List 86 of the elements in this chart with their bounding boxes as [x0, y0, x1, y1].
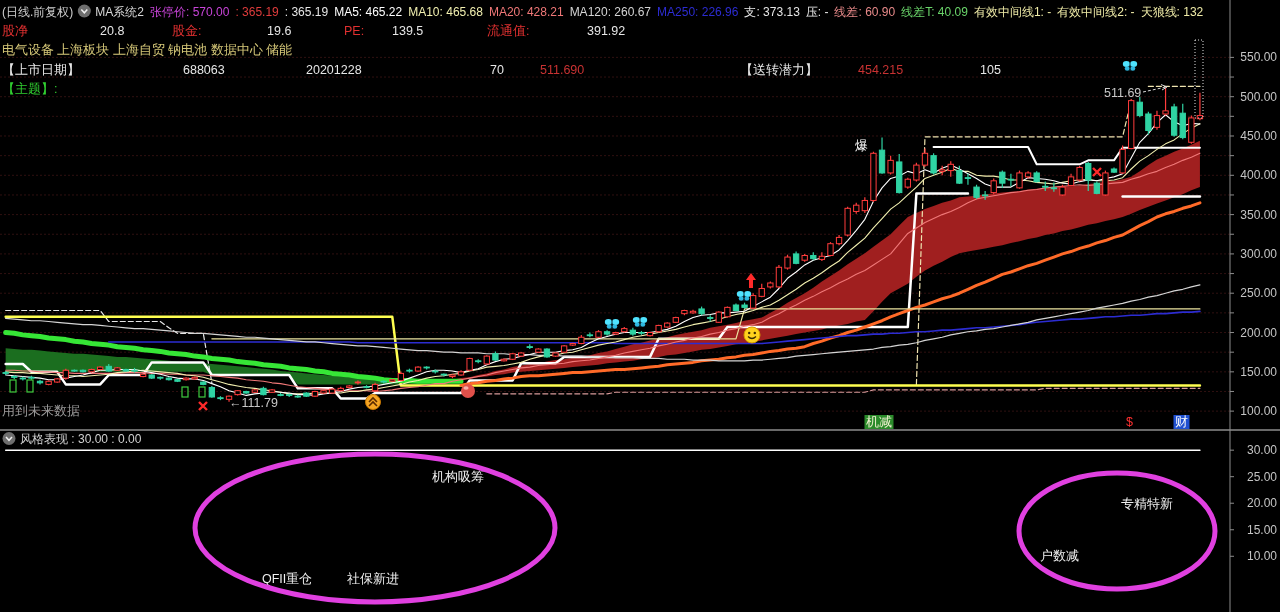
annotation: 454.215	[858, 63, 904, 77]
candlestick	[981, 190, 989, 201]
candlestick	[921, 147, 929, 168]
annotation: : 365.19	[235, 4, 280, 19]
text: MA10: 465.68	[408, 4, 484, 19]
annotation: 511.690	[540, 63, 585, 77]
y-tick-label: 150.00	[1240, 364, 1278, 379]
candlestick	[1050, 181, 1058, 193]
text: MA120: 260.67	[569, 4, 652, 19]
candlestick	[878, 136, 886, 175]
y-tick-label: 25.00	[1246, 469, 1278, 484]
candlestick	[930, 152, 937, 176]
candlestick	[1145, 111, 1152, 136]
y-tick-label: 400.00	[1240, 168, 1278, 183]
annotation: 线差: 60.90	[834, 4, 896, 19]
y-tick-label: 10.00	[1246, 549, 1278, 564]
candlestick	[1085, 161, 1092, 192]
candlestick	[956, 165, 963, 185]
y-tick-label: 30.00	[1246, 443, 1278, 458]
text: MA5: 465.22	[334, 4, 403, 19]
annotation: 股金:	[172, 24, 202, 38]
candlestick	[964, 173, 972, 186]
line-series	[5, 309, 213, 384]
annotation: 专精特新	[1121, 497, 1173, 511]
annotation: : 365.19	[284, 4, 329, 19]
candlestick	[1119, 144, 1126, 175]
annotation: 股净	[2, 24, 28, 38]
annotation: 【上市日期】	[2, 63, 80, 77]
annotation: 财	[1175, 415, 1188, 429]
annotation: 【送转潜力】	[740, 63, 818, 77]
y-tick-label: 20.00	[1246, 496, 1278, 511]
annotation: 电气设备 上海板块 上海自贸 钠电池 数据中心 储能	[2, 42, 293, 57]
chart-title: (日线.前复权)	[2, 4, 74, 19]
y-tick-label: 250.00	[1240, 286, 1278, 301]
annotation: 用到未来数据	[2, 404, 80, 418]
annotation: 有效中间线2: -	[1057, 4, 1135, 19]
text: MA20: 428.21	[488, 4, 564, 19]
annotation: 机减	[866, 415, 892, 429]
y-tick-label: 500.00	[1240, 89, 1278, 104]
chart-title: 风格表现 : 30.00 : 0.00	[20, 432, 142, 446]
annotation: 688063	[183, 63, 225, 77]
annotation: 天狼线: 132	[1140, 4, 1204, 19]
annotation: 391.92	[587, 24, 626, 38]
annotation: 线差T: 40.09	[901, 4, 969, 19]
annotation: 139.5	[392, 24, 424, 38]
annotation: 支: 373.13	[744, 4, 801, 19]
candlestick	[913, 162, 920, 183]
annotation: 19.6	[267, 24, 292, 38]
y-tick-label: 350.00	[1240, 207, 1278, 222]
annotation: PE:	[344, 24, 365, 38]
candlestick	[775, 264, 783, 289]
annotation: 张停价: 570.00	[150, 4, 230, 19]
annotation: 流通值:	[487, 23, 530, 38]
annotation: $	[1126, 415, 1133, 429]
annotation: 511.69	[1104, 86, 1142, 100]
y-tick-label: 100.00	[1240, 404, 1278, 419]
candlestick	[1016, 169, 1023, 190]
candlestick	[1153, 110, 1161, 131]
text: MA250: 226.96	[657, 4, 739, 19]
annotation: 压: -	[805, 4, 829, 19]
y-tick-label: 550.00	[1240, 50, 1278, 65]
candlestick	[1007, 173, 1015, 187]
candlestick	[1102, 169, 1109, 197]
candlestick	[818, 251, 826, 262]
y-tick-label: 450.00	[1240, 129, 1278, 143]
y-tick-label: 200.00	[1240, 325, 1278, 340]
line-series	[107, 310, 1201, 345]
annotation: 爆	[855, 138, 868, 153]
annotation: 社保新进	[347, 572, 399, 586]
line-series	[5, 284, 1201, 362]
candlestick	[1136, 96, 1143, 118]
annotation: 20.8	[100, 24, 125, 38]
candlestick	[887, 155, 894, 176]
y-tick-label: 15.00	[1246, 522, 1278, 537]
y-tick-label: 300.00	[1240, 246, 1278, 261]
annotation: 70	[490, 63, 504, 77]
annotation: 有效中间线1: -	[973, 4, 1052, 19]
annotation: 户数减	[1040, 549, 1079, 563]
annotation: QFII重仓	[262, 572, 313, 586]
candlestick	[1162, 86, 1169, 117]
annotation: MA系统2	[95, 4, 145, 19]
annotation: ←111.79	[229, 396, 278, 410]
annotation: 机构吸筹	[432, 470, 484, 484]
annotation: 20201228	[306, 63, 362, 77]
annotation: 105	[980, 63, 1001, 77]
annotation: 【主题】:	[2, 81, 58, 96]
